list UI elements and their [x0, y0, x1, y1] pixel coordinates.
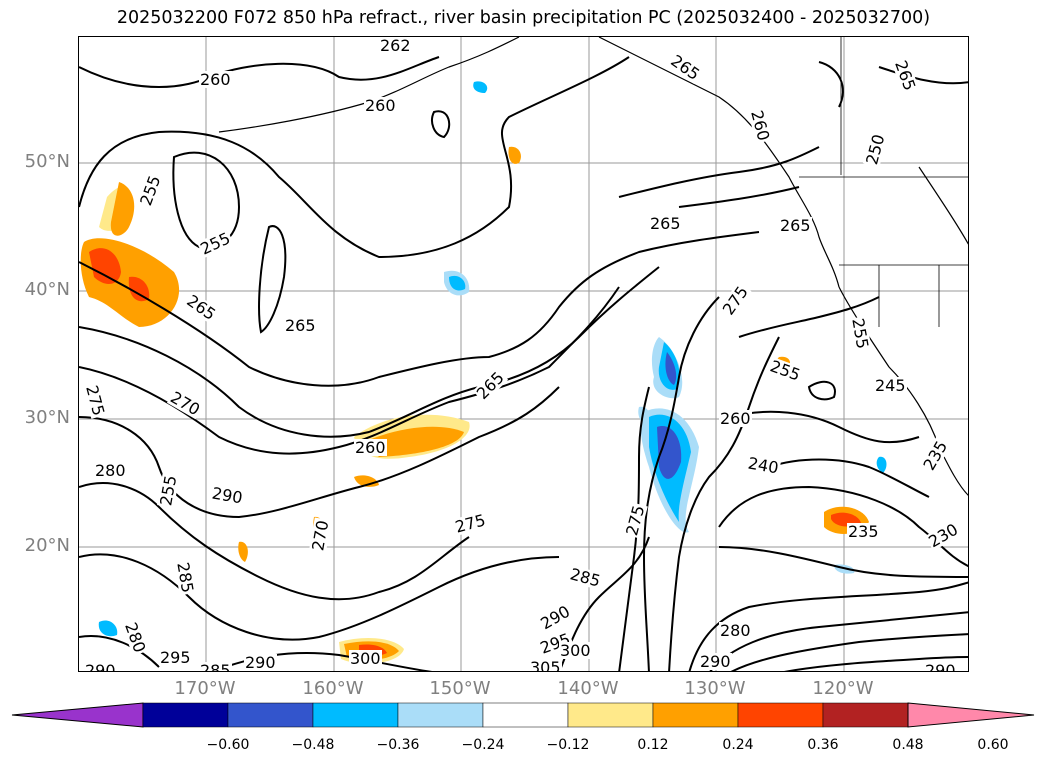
map-canvas — [79, 37, 968, 671]
contour-label: 260 — [719, 409, 752, 428]
colorbar-tick-label: −0.12 — [546, 737, 590, 753]
contour-label: 300 — [559, 641, 592, 660]
contour-label: 260 — [199, 70, 232, 89]
contour-label: 235 — [847, 522, 880, 541]
colorbar-tick-label: 0.48 — [892, 737, 924, 753]
colorbar-segment — [737, 702, 824, 728]
colorbar-segment — [482, 702, 569, 728]
colorbar-segments — [11, 702, 1035, 728]
shade-patch — [876, 456, 887, 473]
contour-label: 305 — [529, 659, 562, 671]
shade-patch — [665, 352, 677, 385]
colorbar-segment — [142, 702, 229, 728]
shade-patch — [473, 81, 488, 93]
colorbar-tick-label: 0.60 — [977, 737, 1009, 753]
map-title: 2025032200 F072 850 hPa refract., river … — [116, 8, 931, 28]
lon-label-160w: 160°W — [302, 678, 364, 699]
shade-patch — [508, 146, 521, 164]
lat-label-30n: 30°N — [24, 407, 70, 428]
contour-label: 265 — [649, 214, 682, 233]
colorbar-tick-label: 0.36 — [807, 737, 839, 753]
precip-shading — [80, 81, 887, 664]
colorbar-tick-label: 0.12 — [637, 737, 669, 753]
colorbar-segment — [652, 702, 739, 728]
colorbar-tick-label: −0.24 — [461, 737, 505, 753]
contour-label: 285 — [199, 662, 232, 671]
lon-label-150w: 150°W — [429, 678, 491, 699]
contour-label: 245 — [874, 376, 907, 395]
refractivity-contours — [79, 56, 968, 671]
colorbar-segment — [397, 702, 484, 728]
contour-label: 265 — [284, 316, 317, 335]
contour-label: 290 — [699, 652, 732, 671]
contour-label: 280 — [94, 461, 127, 480]
contour-label: 295 — [159, 648, 192, 667]
graticule — [79, 37, 968, 671]
lon-label-120w: 120°W — [812, 678, 874, 699]
lat-label-40n: 40°N — [24, 279, 70, 300]
colorbar-segment — [567, 702, 654, 728]
shade-patch — [657, 426, 682, 479]
colorbar-tick-label: 0.24 — [722, 737, 754, 753]
contour-label: 280 — [719, 621, 752, 640]
shade-patch — [449, 275, 466, 291]
shade-patch — [89, 248, 121, 284]
colorbar-segment — [312, 702, 399, 728]
lon-label-140w: 140°W — [557, 678, 619, 699]
colorbar-tick-label: −0.36 — [376, 737, 420, 753]
shade-patch — [128, 276, 150, 302]
colorbar — [11, 702, 1035, 728]
contour-label: 260 — [354, 438, 387, 457]
colorbar-extend-low — [11, 702, 144, 728]
lon-label-170w: 170°W — [174, 678, 236, 699]
lat-label-50n: 50°N — [24, 151, 70, 172]
shade-patch — [110, 182, 135, 236]
colorbar-segment — [822, 702, 909, 728]
lon-label-130w: 130°W — [684, 678, 746, 699]
map-panel: 260 260 262 265 265 265 260 255 255 250 265 270 275 2… — [78, 36, 969, 672]
shade-patch — [98, 620, 118, 637]
borders — [799, 37, 968, 327]
shade-patch — [238, 541, 248, 562]
colorbar-tick-label: −0.60 — [206, 737, 250, 753]
contour-label: 265 — [779, 216, 812, 235]
colorbar-segment — [227, 702, 314, 728]
shade-patch — [364, 426, 464, 457]
contour-label: 290 — [244, 653, 277, 672]
coastline — [218, 37, 968, 496]
lat-label-20n: 20°N — [24, 535, 70, 556]
contour-label: 290 — [924, 662, 957, 671]
contour-label: 300 — [349, 649, 382, 668]
contour-label: 262 — [379, 36, 412, 55]
colorbar-tick-label: −0.48 — [291, 737, 335, 753]
contour-label: 260 — [364, 96, 397, 115]
colorbar-extend-high — [907, 702, 1035, 728]
contour-label: 290 — [84, 662, 117, 671]
